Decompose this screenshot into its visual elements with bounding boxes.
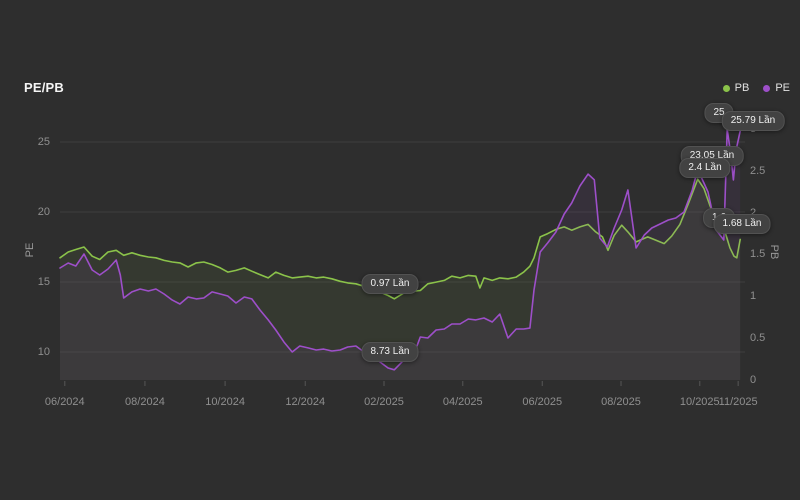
x-axis-tick: 10/2024 — [205, 396, 245, 408]
y-axis-right-tick: 0.5 — [750, 332, 766, 345]
area-pe — [60, 129, 741, 380]
y-axis-right-tick: 2 — [750, 206, 757, 219]
chart-legend: PB PE — [722, 82, 790, 94]
legend-dot-icon — [763, 84, 771, 92]
y-axis-right-tick: 1.5 — [750, 248, 766, 261]
tooltip-pb-min: 0.97 Lần — [361, 274, 419, 294]
tooltip-pe-min: 8.73 Lần — [361, 342, 419, 362]
x-axis-tick: 11/2025 — [718, 396, 758, 408]
chart-title: PE/PB — [24, 80, 65, 95]
x-axis-tick: 12/2024 — [285, 396, 326, 408]
x-axis-tick: 06/2024 — [44, 396, 85, 408]
legend-label: PE — [775, 82, 790, 94]
legend-dot-icon — [722, 84, 730, 92]
y-axis-left-title: PE — [24, 242, 36, 258]
y-axis-right-tick: 0 — [750, 374, 757, 386]
y-axis-left-tick: 10 — [37, 346, 50, 358]
line-pb — [59, 178, 742, 300]
y-axis-right-tick: 2.5 — [750, 164, 766, 177]
tooltip-pb-last: 1.68 Lần — [713, 214, 771, 234]
legend-label: PB — [734, 82, 750, 94]
tooltip-pb-peak: 2.4 Lần — [679, 158, 731, 178]
x-axis-tick: 04/2025 — [442, 396, 483, 408]
legend-item-pb[interactable]: PB — [722, 82, 750, 94]
x-axis-tick: 08/2025 — [601, 396, 641, 408]
x-axis-tick: 10/2025 — [679, 396, 720, 408]
x-axis-tick: 02/2025 — [364, 396, 404, 408]
x-axis-tick: 06/2025 — [522, 396, 563, 408]
legend-item-pe[interactable]: PE — [763, 82, 790, 94]
tooltip-pe-last: 25.79 Lần — [721, 111, 785, 131]
y-axis-left-tick: 15 — [37, 276, 50, 288]
area-pb — [60, 179, 741, 380]
y-axis-left-tick: 20 — [37, 206, 50, 218]
x-axis-tick: 08/2024 — [125, 396, 165, 408]
y-axis-right-tick: 1 — [750, 290, 757, 303]
y-axis-left-tick: 25 — [37, 136, 50, 148]
